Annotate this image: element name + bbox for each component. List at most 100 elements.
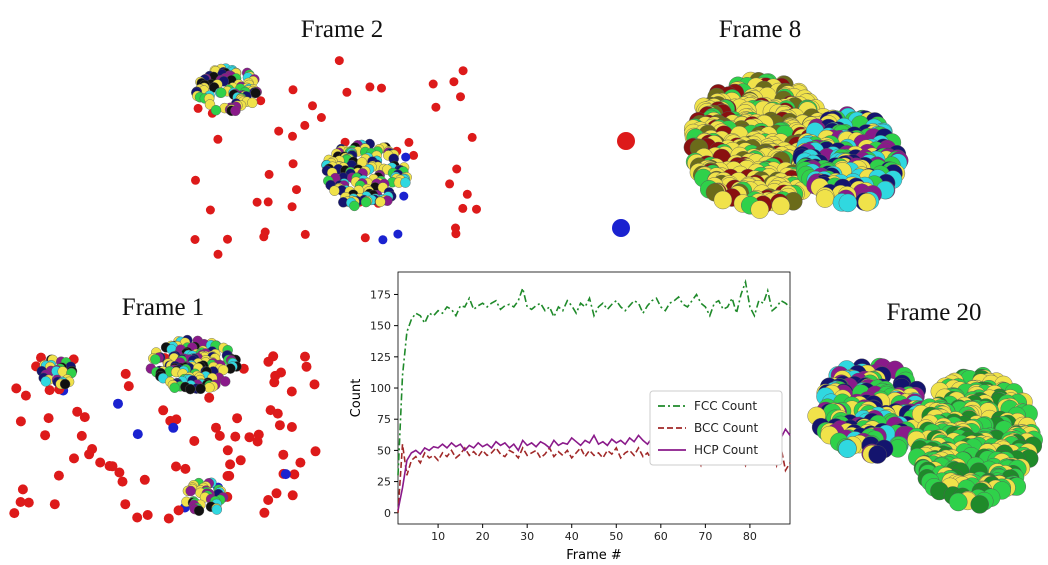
atom (142, 510, 153, 520)
atom (139, 474, 150, 485)
atom (191, 175, 200, 185)
atom (458, 66, 468, 76)
atom (329, 185, 340, 196)
panel-title: Frame 2 (301, 16, 384, 43)
atom (213, 249, 223, 259)
atom (132, 429, 143, 440)
x-tick-label: 50 (609, 530, 623, 543)
atom (404, 137, 414, 147)
atom (225, 459, 236, 470)
panel-title: Frame 1 (122, 294, 205, 321)
atom (190, 235, 200, 244)
atom (222, 445, 233, 456)
atom (868, 445, 887, 464)
y-tick-label: 150 (370, 320, 391, 333)
atom (23, 497, 34, 508)
atom (20, 390, 31, 401)
atom (393, 229, 403, 239)
atom (15, 416, 26, 427)
atom (205, 205, 215, 215)
y-axis-label: Count (349, 379, 364, 418)
atom (300, 351, 310, 362)
atom (247, 97, 258, 109)
y-tick-label: 0 (384, 507, 391, 520)
atom (750, 200, 769, 219)
atom (252, 436, 263, 447)
y-tick-label: 75 (377, 413, 391, 426)
atom (467, 132, 477, 142)
atom (223, 234, 232, 244)
atom (215, 87, 227, 98)
atom (259, 507, 270, 518)
atom (274, 126, 284, 136)
atom (428, 79, 438, 89)
atom (289, 469, 300, 480)
x-tick-label: 30 (520, 530, 534, 543)
atom (300, 229, 310, 239)
atom (445, 179, 455, 189)
atom (375, 196, 386, 208)
atom (43, 413, 54, 424)
atom (244, 432, 255, 443)
atom (168, 422, 179, 433)
atom (365, 82, 375, 92)
x-tick-label: 10 (431, 530, 445, 543)
atom (970, 495, 989, 514)
atom (171, 461, 181, 472)
atom (218, 364, 229, 376)
atom (219, 376, 231, 387)
atom (815, 189, 835, 208)
line-chart: 0 25 50 75 100 125 150 175 10 20 30 40 50 60 70 80 Frame… (349, 271, 791, 563)
series-line (397, 441, 791, 513)
x-tick-label: 20 (476, 530, 490, 543)
atom (171, 414, 182, 425)
atom (288, 159, 298, 169)
x-tick-label: 80 (743, 530, 757, 543)
atom (272, 408, 283, 419)
x-tick-label: 40 (565, 530, 579, 543)
atom (456, 92, 465, 102)
atom (11, 383, 22, 394)
atom (114, 467, 125, 478)
atom (288, 85, 298, 95)
atom (399, 191, 409, 201)
atom (224, 470, 235, 481)
atom (295, 457, 306, 468)
atom (44, 385, 55, 396)
x-axis-label: Frame # (566, 548, 622, 563)
atom (287, 202, 297, 212)
atom (401, 152, 411, 162)
atom (193, 103, 203, 113)
atom (113, 398, 123, 409)
series-line (397, 278, 791, 476)
atom (274, 420, 285, 431)
atom (838, 439, 857, 458)
atom (211, 504, 223, 515)
atom (120, 368, 131, 379)
atom (185, 383, 196, 395)
atom (713, 190, 733, 210)
atom (342, 87, 352, 97)
x-tick-label: 70 (698, 530, 712, 543)
atom (264, 169, 274, 179)
atom (79, 412, 90, 423)
atom (451, 223, 460, 233)
atom (17, 484, 28, 495)
atom (270, 370, 281, 381)
atom (123, 381, 134, 392)
atom (271, 488, 282, 499)
atom (857, 192, 877, 212)
atom (256, 96, 266, 106)
atom (204, 392, 215, 403)
atom (400, 177, 411, 188)
atom (211, 422, 221, 433)
atom (163, 513, 174, 524)
atom (292, 185, 301, 195)
atom (95, 457, 106, 468)
atom (472, 204, 481, 214)
y-tick-label: 125 (370, 351, 391, 364)
atom (462, 189, 472, 199)
atom (36, 352, 46, 363)
atom (378, 235, 388, 245)
